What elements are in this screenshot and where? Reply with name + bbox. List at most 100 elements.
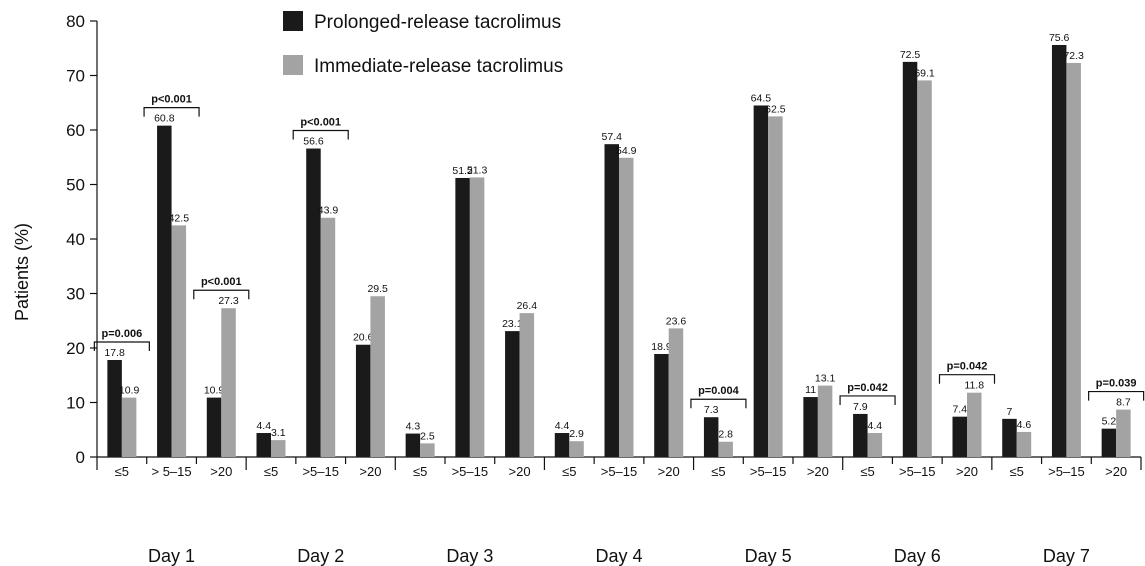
bar-prolonged — [1101, 428, 1117, 457]
data-label: 10.9 — [119, 385, 140, 397]
x-group-label: Day 5 — [745, 546, 792, 566]
bar-immediate — [917, 80, 932, 457]
significance-bracket — [938, 374, 996, 384]
significance-bracket — [193, 289, 250, 300]
data-label: 5.2 — [1102, 416, 1117, 428]
bar-immediate — [370, 296, 385, 457]
data-label: 7 — [1007, 406, 1013, 418]
y-tick-label: 70 — [66, 67, 85, 86]
x-tick-label: >5–15 — [452, 464, 489, 479]
x-tick-label: ≤5 — [1010, 464, 1024, 479]
data-label: 4.4 — [256, 420, 271, 432]
p-value-label: p=0.042 — [847, 382, 888, 394]
x-group-label: Day 3 — [446, 546, 493, 566]
x-tick-label: >20 — [1105, 464, 1127, 479]
data-label: 62.5 — [765, 103, 786, 115]
x-tick-label: >20 — [956, 464, 978, 479]
bar-immediate — [768, 116, 783, 457]
bar-prolonged — [405, 433, 421, 457]
data-label: 4.4 — [555, 420, 570, 432]
data-label: 23.1 — [502, 318, 523, 330]
x-tick-label: >20 — [658, 464, 680, 479]
data-label: 2.8 — [718, 429, 733, 441]
bar-immediate — [320, 217, 336, 457]
p-value-label: p<0.001 — [201, 276, 242, 288]
data-label: 7.9 — [853, 401, 868, 413]
data-label: 3.1 — [271, 427, 286, 439]
data-label: 11.8 — [964, 380, 984, 392]
bar-immediate — [420, 443, 435, 457]
p-value-label: p<0.001 — [151, 94, 192, 106]
bar-immediate — [569, 441, 584, 457]
y-tick-label: 80 — [66, 12, 85, 31]
x-group-label: Day 6 — [894, 546, 941, 566]
data-label: 20.6 — [353, 332, 374, 344]
bar-immediate — [221, 308, 236, 457]
data-label: 64.5 — [751, 92, 772, 104]
bar-immediate — [718, 441, 733, 457]
data-label: 60.8 — [154, 113, 175, 125]
bar-prolonged — [604, 144, 619, 458]
bar-prolonged — [1002, 418, 1017, 457]
x-tick-label: ≤5 — [562, 464, 576, 479]
data-label: 4.4 — [868, 420, 883, 432]
data-label: 72.5 — [900, 49, 921, 61]
bar-immediate — [867, 433, 883, 457]
bar-prolonged — [157, 125, 172, 457]
x-tick-label: >20 — [807, 464, 829, 479]
data-label: 54.9 — [616, 145, 637, 157]
x-tick-label: >20 — [509, 464, 531, 479]
data-label: 57.4 — [602, 131, 623, 143]
y-tick-label: 30 — [66, 285, 85, 304]
x-tick-label: > 5–15 — [152, 464, 192, 479]
bar-prolonged — [753, 105, 769, 457]
data-label: 4.3 — [406, 421, 421, 433]
x-tick-label: ≤5 — [860, 464, 874, 479]
data-label: 43.9 — [318, 205, 339, 217]
data-label: 26.4 — [517, 300, 538, 312]
y-tick-label: 20 — [66, 339, 85, 358]
data-label: 7.3 — [704, 404, 719, 416]
data-label: 10.9 — [204, 385, 225, 397]
y-tick-label: 10 — [66, 394, 85, 413]
bar-prolonged — [654, 353, 669, 457]
bar-prolonged — [306, 148, 321, 457]
bar-prolonged — [455, 177, 470, 457]
y-tick-label: 40 — [66, 230, 85, 249]
data-label: 17.8 — [104, 347, 125, 359]
legend-label-prolonged: Prolonged-release tacrolimus — [314, 12, 561, 33]
data-label: 29.5 — [367, 283, 388, 295]
x-group-label: Day 1 — [148, 546, 195, 566]
y-axis-title: Patients (%) — [12, 223, 32, 321]
bar-immediate — [1066, 62, 1081, 458]
x-tick-label: ≤5 — [413, 464, 427, 479]
bar-immediate — [121, 397, 137, 457]
bar-prolonged — [256, 433, 271, 457]
p-value-label: p=0.006 — [102, 328, 143, 340]
bar-prolonged — [355, 344, 371, 457]
bar-prolonged — [554, 433, 570, 457]
chart-marks: 17.8 10.9 p=0.006 60.8 42.5 p<0.001 10.9 27.3 p<… — [93, 32, 1145, 458]
bar-immediate — [519, 313, 535, 457]
p-value-label: p=0.039 — [1096, 378, 1137, 390]
p-value-label: p=0.042 — [947, 361, 988, 373]
bar-immediate — [967, 392, 982, 457]
data-label: 23.6 — [666, 315, 687, 327]
x-group-label: Day 4 — [595, 546, 642, 566]
data-label: 13.1 — [815, 373, 836, 385]
bar-prolonged — [803, 397, 818, 457]
bar-immediate — [668, 328, 684, 457]
data-label: 42.5 — [169, 212, 190, 224]
bar-immediate — [1016, 431, 1032, 457]
bar-prolonged — [206, 397, 222, 457]
bar-prolonged — [952, 416, 967, 457]
bar-immediate — [1116, 409, 1131, 457]
data-label: 18.9 — [651, 341, 672, 353]
data-label: 11 — [805, 384, 816, 396]
significance-bracket — [1088, 390, 1145, 401]
significance-bracket — [292, 129, 349, 140]
significance-bracket — [839, 395, 896, 405]
bar-immediate — [817, 385, 833, 457]
data-label: 2.9 — [569, 428, 584, 440]
